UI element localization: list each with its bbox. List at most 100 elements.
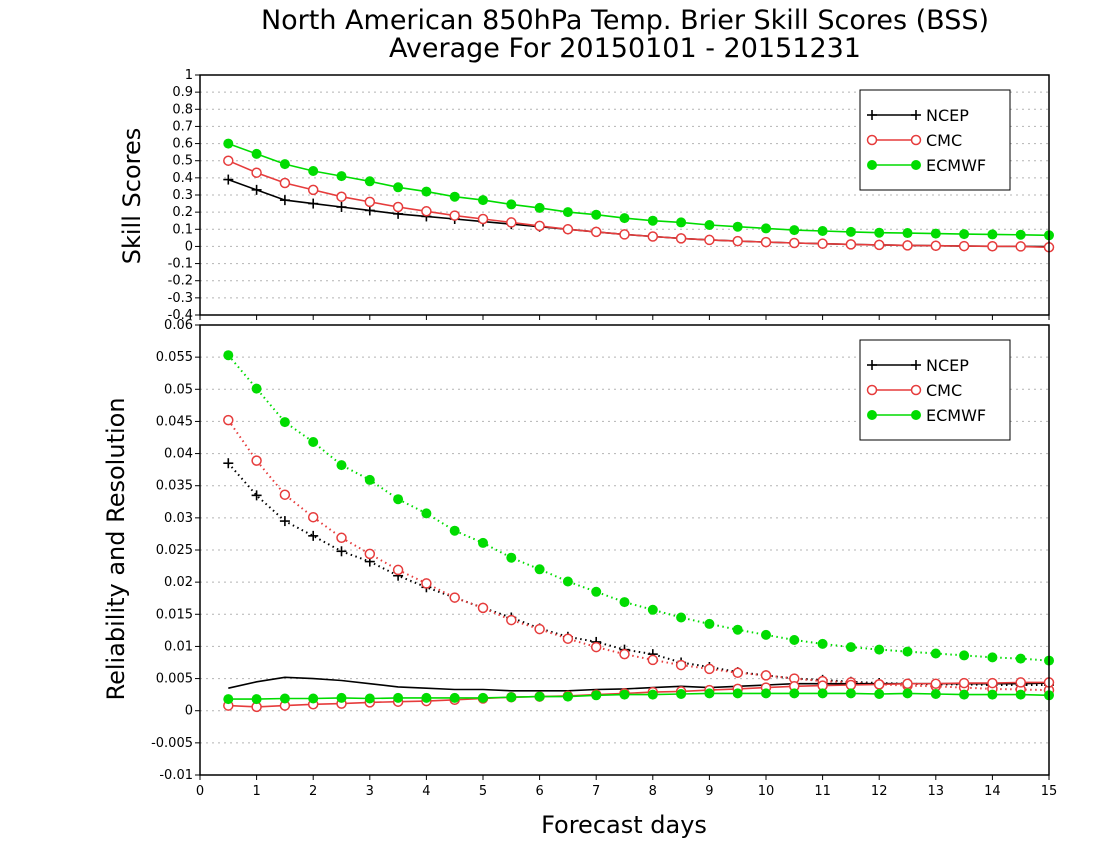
data-point-ecmwf (676, 689, 687, 699)
legend-marker (911, 160, 921, 170)
data-point-cmc (223, 155, 234, 166)
data-point-ecmwf (534, 564, 545, 575)
data-point-cmc (958, 677, 970, 689)
data-point-cmc (1015, 677, 1026, 688)
data-point-cmc (619, 229, 630, 240)
legend-marker (866, 384, 878, 396)
series-line-ncep-resolution (227, 462, 1049, 686)
data-point-ecmwf (619, 597, 630, 608)
data-point-ecmwf (308, 437, 319, 447)
data-point-ecmwf (761, 688, 771, 699)
chart-title-line1: North American 850hPa Temp. Brier Skill … (261, 5, 989, 36)
data-point-ecmwf (393, 182, 404, 193)
data-point-ecmwf (478, 692, 488, 703)
data-point-cmc (647, 654, 659, 666)
data-point-ecmwf (591, 690, 602, 701)
data-point-ecmwf (251, 383, 262, 394)
data-point-cmc (477, 602, 489, 614)
data-point-ecmwf (845, 642, 856, 653)
data-point-cmc (421, 206, 432, 217)
data-point-ecmwf (1015, 653, 1026, 664)
data-point-ncep (308, 530, 319, 541)
data-point-ecmwf (959, 689, 970, 700)
data-point-cmc (1015, 241, 1026, 252)
y-tick-label: -0.01 (159, 768, 193, 783)
data-point-ecmwf (987, 689, 998, 700)
data-point-ecmwf (562, 691, 573, 702)
y-tick-label: 0.7 (172, 119, 193, 134)
y-tick-label: -0.4 (168, 308, 193, 323)
data-point-cmc (251, 455, 262, 466)
data-point-cmc (619, 648, 630, 660)
data-point-ecmwf (761, 223, 771, 234)
data-point-ncep (223, 174, 234, 185)
data-point-cmc (930, 678, 942, 689)
plot-frame (199, 324, 1050, 776)
data-point-ecmwf (930, 648, 941, 659)
series-line-ecmwf-reliability (228, 692, 1050, 700)
data-point-ncep (308, 198, 319, 209)
x-axis-label: Forecast days (541, 811, 707, 839)
y-tick-label: 0.045 (156, 414, 193, 429)
x-tick-label: 4 (422, 784, 430, 799)
data-point-cmc (817, 238, 828, 249)
legend-marker (910, 384, 922, 396)
y-tick-label: 0.8 (172, 102, 193, 117)
y-tick-label: 0.05 (164, 382, 193, 397)
series-line-ecmwf-resolution (227, 354, 1050, 662)
data-point-cmc (336, 532, 347, 544)
y-tick-label: 0.4 (172, 171, 193, 186)
data-point-ecmwf (789, 635, 800, 645)
data-point-ecmwf (506, 552, 517, 563)
data-point-ecmwf (449, 692, 460, 703)
legend-marker (866, 134, 878, 146)
data-point-cmc (958, 240, 970, 252)
data-point-cmc (704, 663, 715, 675)
data-point-cmc (873, 239, 885, 251)
y-tick-label: 0.1 (172, 222, 193, 237)
data-point-ecmwf (704, 688, 715, 699)
x-tick-label: 0 (196, 784, 204, 799)
y-tick-label: -0.2 (168, 274, 193, 289)
data-point-cmc (590, 641, 602, 653)
data-point-cmc (845, 679, 857, 691)
y-tick-label: 0.2 (172, 205, 193, 220)
reliability-resolution-panel: -0.01 -0.005 0 0.005 0.01 0.015 0.02 0.025 0.03 0… (151, 318, 1057, 799)
data-point-cmc (279, 489, 291, 500)
data-point-ecmwf (732, 624, 743, 635)
x-tick-label: 12 (871, 784, 888, 799)
x-tick-label: 13 (928, 784, 945, 799)
data-point-cmc (647, 231, 659, 242)
data-point-ecmwf (562, 576, 573, 587)
data-point-cmc (534, 220, 545, 232)
data-point-ncep (336, 202, 347, 212)
y-tick-label: 0.04 (164, 447, 193, 462)
data-point-ecmwf (647, 689, 658, 700)
data-point-ncep (251, 184, 262, 195)
data-point-ecmwf (789, 688, 800, 699)
data-point-ecmwf (902, 228, 913, 239)
y-tick-label: 0.6 (172, 137, 193, 152)
x-tick-label: 15 (1041, 784, 1058, 799)
data-point-cmc (675, 233, 687, 244)
x-tick-label: 10 (758, 784, 775, 799)
data-point-ecmwf (336, 460, 347, 471)
data-point-ncep (251, 490, 262, 501)
data-point-cmc (987, 677, 998, 689)
data-point-cmc (364, 548, 376, 560)
data-point-cmc (392, 564, 404, 576)
legend-entry-cmc: CMC (926, 381, 962, 400)
data-point-ecmwf (959, 650, 970, 661)
data-point-ecmwf (1015, 229, 1026, 240)
data-point-ecmwf (279, 159, 290, 170)
y-tick-label: 0.3 (172, 188, 193, 203)
skill-scores-panel: -0.4 -0.3 -0.2 -0.1 0 0.1 0.2 0.3 0.4 0.5 0.6 0.7 0.… (168, 68, 1055, 323)
legend-entry-ecmwf: ECMWF (926, 156, 986, 175)
data-point-ecmwf (364, 176, 375, 187)
data-point-ecmwf (845, 226, 856, 237)
data-point-cmc (336, 191, 347, 202)
x-tick-label: 7 (592, 784, 600, 799)
data-point-ecmwf (421, 508, 432, 519)
data-point-ecmwf (478, 195, 488, 206)
